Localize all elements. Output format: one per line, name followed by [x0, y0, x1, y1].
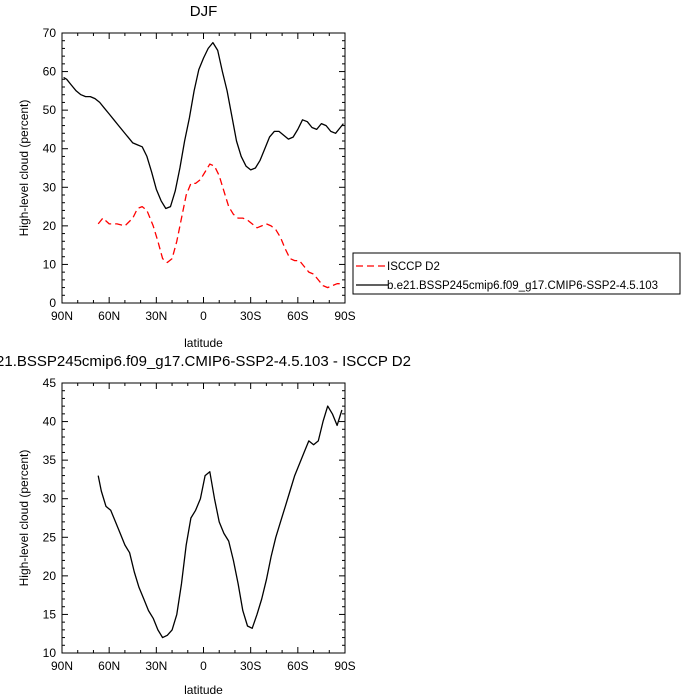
y-tick-label: 60 — [43, 65, 57, 79]
chart-title: 21.BSSP245cmip6.f09_g17.CMIP6-SSP2-4.5.1… — [0, 353, 411, 370]
x-tick-label: 30N — [145, 309, 167, 323]
y-tick-label: 0 — [49, 296, 56, 310]
chart-title: DJF — [190, 3, 218, 20]
x-tick-label: 30S — [240, 309, 261, 323]
x-tick-label: 90S — [334, 309, 355, 323]
series-group — [63, 41, 344, 289]
chart-2: 21.BSSP245cmip6.f09_g17.CMIP6-SSP2-4.5.1… — [0, 353, 411, 697]
y-tick-label: 45 — [43, 376, 57, 390]
y-tick-label: 40 — [43, 142, 57, 156]
legend: ISCCP D2 b.e21.BSSP245cmip6.f09_g17.CMIP6… — [352, 252, 681, 295]
y-tick-label: 20 — [43, 219, 57, 233]
legend-box — [352, 252, 681, 295]
x-tick-label: 90N — [51, 659, 73, 673]
x-tick-label: 60N — [98, 309, 120, 323]
y-tick-label: 70 — [43, 26, 57, 40]
x-tick-label: 60S — [287, 309, 308, 323]
chart-1: DJF 90N 60N 30N 0 30S 60S 90S 0 10 20 30 40 50 60 70 lat… — [17, 3, 681, 350]
x-axis-label: latitude — [184, 336, 223, 350]
x-tick-label: 60S — [287, 659, 308, 673]
y-tick-label: 20 — [43, 569, 57, 583]
x-tick-label: 0 — [200, 659, 207, 673]
legend-label-1: ISCCP D2 — [387, 261, 440, 273]
legend-label-2: b.e21.BSSP245cmip6.f09_g17.CMIP6-SSP2-4.… — [387, 280, 658, 292]
series-line-1 — [97, 405, 343, 639]
series-group — [97, 405, 343, 639]
y-tick-label: 40 — [43, 415, 57, 429]
y-tick-label: 15 — [43, 607, 57, 621]
x-tick-label: 60N — [98, 659, 120, 673]
y-axis-label: High-level cloud (percent) — [17, 450, 31, 587]
x-tick-label: 90N — [51, 309, 73, 323]
y-axis-label: High-level cloud (percent) — [17, 100, 31, 237]
plot-frame — [61, 382, 346, 654]
series-line-1 — [97, 163, 342, 289]
x-tick-label: 30N — [145, 659, 167, 673]
plot-frame — [61, 32, 346, 304]
y-tick-label: 50 — [43, 103, 57, 117]
x-tick-label: 0 — [200, 309, 207, 323]
y-tick-label: 25 — [43, 530, 57, 544]
series-line-2 — [63, 41, 344, 210]
y-tick-label: 30 — [43, 492, 57, 506]
y-tick-label: 30 — [43, 180, 57, 194]
y-tick-label: 10 — [43, 646, 57, 660]
x-tick-label: 30S — [240, 659, 261, 673]
y-tick-label: 35 — [43, 453, 57, 467]
x-tick-label: 90S — [334, 659, 355, 673]
y-tick-label: 10 — [43, 257, 57, 271]
x-axis-label: latitude — [184, 683, 223, 697]
